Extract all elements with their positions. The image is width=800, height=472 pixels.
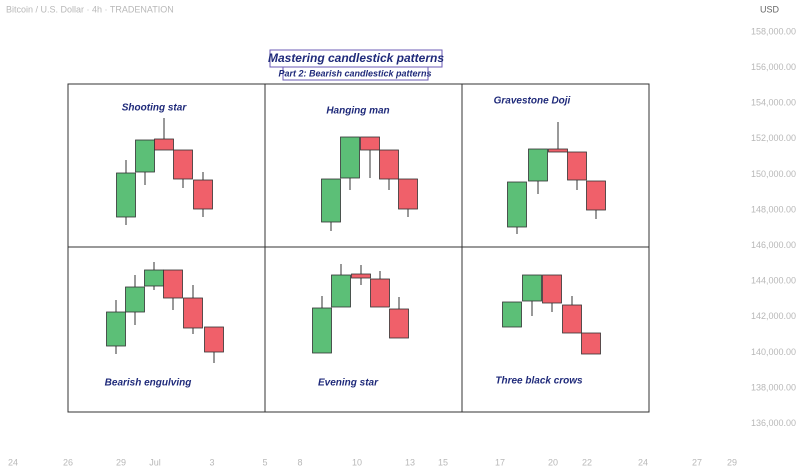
time-label: 26 — [63, 457, 73, 467]
price-label: 138,000.00 — [751, 382, 796, 392]
time-label: 20 — [548, 457, 558, 467]
candle-body — [581, 332, 601, 355]
price-label: 136,000.00 — [751, 418, 796, 428]
price-label: 156,000.00 — [751, 62, 796, 72]
candle-body — [193, 179, 213, 210]
candle-body — [360, 136, 380, 151]
candle-body — [507, 181, 527, 228]
candle-body — [173, 149, 193, 180]
time-label: 22 — [582, 457, 592, 467]
candle-body — [116, 172, 136, 218]
candle-body — [144, 269, 164, 287]
candle-body — [398, 178, 418, 210]
pattern-label: Three black crows — [495, 376, 583, 387]
title: Mastering candlestick patterns — [268, 51, 444, 65]
candle-body — [154, 138, 174, 151]
pattern-label: Hanging man — [326, 106, 389, 117]
candle-body — [542, 274, 562, 304]
time-label: 3 — [209, 457, 214, 467]
candle-body — [548, 148, 568, 153]
candle-body — [312, 307, 332, 354]
symbol-header: Bitcoin / U.S. Dollar · 4h · TRADENATION — [6, 4, 174, 14]
price-label: 154,000.00 — [751, 98, 796, 108]
pattern-label: Bearish engulving — [105, 378, 192, 389]
price-label: 158,000.00 — [751, 26, 796, 36]
price-label: 148,000.00 — [751, 204, 796, 214]
pattern-grid — [67, 83, 650, 413]
candle-body — [379, 149, 399, 180]
candle-body — [528, 148, 548, 182]
time-label: 27 — [692, 457, 702, 467]
time-label: 5 — [262, 457, 267, 467]
price-label: 146,000.00 — [751, 240, 796, 250]
time-label: 17 — [495, 457, 505, 467]
candle-body — [204, 326, 224, 353]
candle-body — [502, 301, 522, 328]
currency: USD — [760, 4, 780, 14]
candle-body — [340, 136, 360, 179]
candle-body — [562, 304, 582, 334]
candle-body — [183, 297, 203, 329]
candle-body — [586, 180, 606, 211]
candle-body — [351, 273, 371, 279]
time-label: Jul — [149, 457, 161, 467]
candle-body — [522, 274, 542, 302]
price-label: 142,000.00 — [751, 311, 796, 321]
time-label: 24 — [8, 457, 18, 467]
subtitle: Part 2: Bearish candlestick patterns — [278, 68, 431, 78]
price-label: 144,000.00 — [751, 276, 796, 286]
time-label: 13 — [405, 457, 415, 467]
candle-body — [125, 286, 145, 313]
pattern-label: Shooting star — [122, 103, 188, 114]
candle-body — [135, 139, 155, 173]
time-label: 15 — [438, 457, 448, 467]
candle-body — [163, 269, 183, 299]
candle-body — [370, 278, 390, 308]
candle-body — [567, 151, 587, 181]
candle-body — [331, 274, 351, 308]
pattern-label: Evening star — [318, 378, 379, 389]
time-label: 10 — [352, 457, 362, 467]
price-label: 140,000.00 — [751, 347, 796, 357]
time-label: 24 — [638, 457, 648, 467]
price-label: 150,000.00 — [751, 169, 796, 179]
subtitle-box — [282, 66, 429, 81]
candle-body — [321, 178, 341, 223]
time-label: 29 — [116, 457, 126, 467]
price-label: 152,000.00 — [751, 133, 796, 143]
pattern-label: Gravestone Doji — [494, 96, 571, 107]
time-label: 29 — [727, 457, 737, 467]
candle-body — [106, 311, 126, 347]
time-label: 8 — [297, 457, 302, 467]
candle-body — [389, 308, 409, 339]
